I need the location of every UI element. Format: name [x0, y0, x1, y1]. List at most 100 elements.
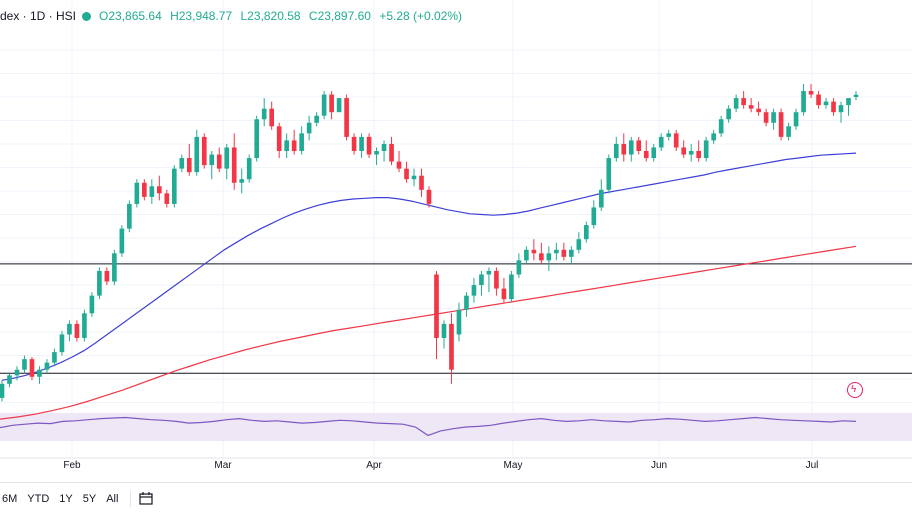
- indicator-line: [0, 416, 857, 437]
- candle-body: [231, 147, 237, 183]
- candle-body: [494, 270, 499, 289]
- candle-body: [119, 228, 125, 254]
- range-5y-button[interactable]: 5Y: [82, 492, 97, 505]
- candle-body: [598, 189, 604, 208]
- indicator-band: [0, 413, 912, 441]
- x-tick-label: May: [503, 460, 523, 471]
- candle-body: [261, 108, 267, 120]
- candle-body: [419, 175, 424, 190]
- candle-body: [381, 143, 387, 151]
- change-value: +5.28 (+0.02%): [379, 9, 463, 23]
- candle-body: [471, 285, 477, 296]
- candle-body: [366, 136, 372, 155]
- candle-body: [539, 253, 544, 261]
- candle-body: [291, 140, 297, 151]
- candle-body: [194, 136, 200, 173]
- x-tick-label: Apr: [366, 460, 382, 471]
- candle-body: [808, 91, 814, 95]
- candle-body: [464, 295, 469, 310]
- x-tick-label: Feb: [63, 460, 81, 471]
- x-tick-label: Mar: [214, 460, 232, 471]
- candle-body: [569, 249, 574, 257]
- candle-body: [673, 133, 679, 148]
- candle-body: [771, 112, 776, 123]
- candle-body: [748, 105, 754, 109]
- candle-body: [37, 369, 42, 377]
- candle-body: [389, 143, 394, 162]
- candle-body: [224, 147, 230, 169]
- candle-body: [733, 98, 739, 109]
- x-axis: Feb Mar Apr May Jun Jul: [0, 460, 870, 474]
- candle-body: [351, 136, 357, 151]
- candle-body: [186, 158, 192, 173]
- candle-body: [201, 136, 207, 166]
- candle-body: [763, 112, 769, 123]
- high-value: H23,948.77: [170, 9, 233, 23]
- candle-body: [546, 253, 552, 261]
- candle-body: [449, 323, 454, 370]
- candle-body: [164, 193, 170, 204]
- candle-body: [516, 260, 522, 275]
- candle-body: [171, 168, 177, 204]
- symbol-title[interactable]: dex · 1D · HSI: [0, 9, 77, 23]
- candle-body: [276, 126, 282, 151]
- low-value: L23,820.58: [240, 9, 301, 23]
- candle-body: [793, 112, 799, 127]
- candle-body: [239, 179, 245, 183]
- range-1y-button[interactable]: 1Y: [59, 492, 73, 505]
- x-tick-label: Jun: [650, 460, 668, 471]
- market-status-dot-icon: [82, 11, 92, 21]
- range-ytd-button[interactable]: YTD: [27, 492, 50, 505]
- candle-body: [254, 119, 260, 159]
- candle-body: [711, 133, 716, 141]
- range-all-button[interactable]: All: [106, 492, 119, 505]
- candle-body: [696, 151, 702, 159]
- candle-body: [411, 175, 417, 180]
- candle-body: [576, 239, 582, 250]
- open-value: O23,865.64: [99, 9, 162, 23]
- candle-body: [816, 94, 821, 106]
- candle-body: [209, 154, 215, 166]
- lightning-alert-icon[interactable]: ϟ: [847, 382, 863, 398]
- candle-body: [97, 270, 102, 296]
- candle-body: [524, 249, 529, 261]
- candle-body: [621, 143, 627, 155]
- candle-body: [344, 98, 349, 137]
- candle-body: [456, 309, 462, 335]
- candle-body: [479, 274, 484, 286]
- candle-body: [134, 182, 140, 204]
- candle-body: [434, 274, 439, 338]
- candle-body: [246, 158, 252, 180]
- candle-body: [127, 203, 132, 229]
- range-6m-button[interactable]: 6M: [2, 492, 18, 505]
- calendar-range-icon[interactable]: [139, 492, 154, 505]
- candle-body: [321, 94, 327, 116]
- candle-body: [329, 94, 334, 113]
- x-tick-label: Jul: [805, 460, 819, 471]
- candle-body: [688, 151, 694, 155]
- candle-body: [104, 270, 110, 282]
- candle-body: [59, 334, 65, 353]
- candle-body: [142, 182, 147, 197]
- candle-body: [396, 161, 402, 169]
- ohlc-values: O23,865.64 H23,948.77 L23,820.58 C23,897…: [99, 9, 467, 23]
- candle-body: [643, 151, 649, 159]
- candle-body: [82, 313, 87, 338]
- candle-body: [718, 119, 724, 134]
- candle-body: [613, 143, 619, 159]
- candle-body: [441, 323, 447, 338]
- candle-body: [374, 151, 379, 155]
- candle-body: [156, 186, 162, 194]
- candle-body: [52, 352, 57, 363]
- candle-body: [269, 108, 275, 127]
- price-chart[interactable]: [0, 0, 912, 482]
- candle-body: [778, 112, 784, 137]
- candle-body: [651, 147, 657, 159]
- candle-body: [67, 323, 72, 335]
- candle-body: [74, 323, 80, 338]
- candle-body: [299, 133, 304, 151]
- candle-body: [756, 108, 761, 113]
- candle-body: [14, 369, 20, 376]
- candle-body: [531, 249, 537, 254]
- candle-body: [561, 249, 567, 257]
